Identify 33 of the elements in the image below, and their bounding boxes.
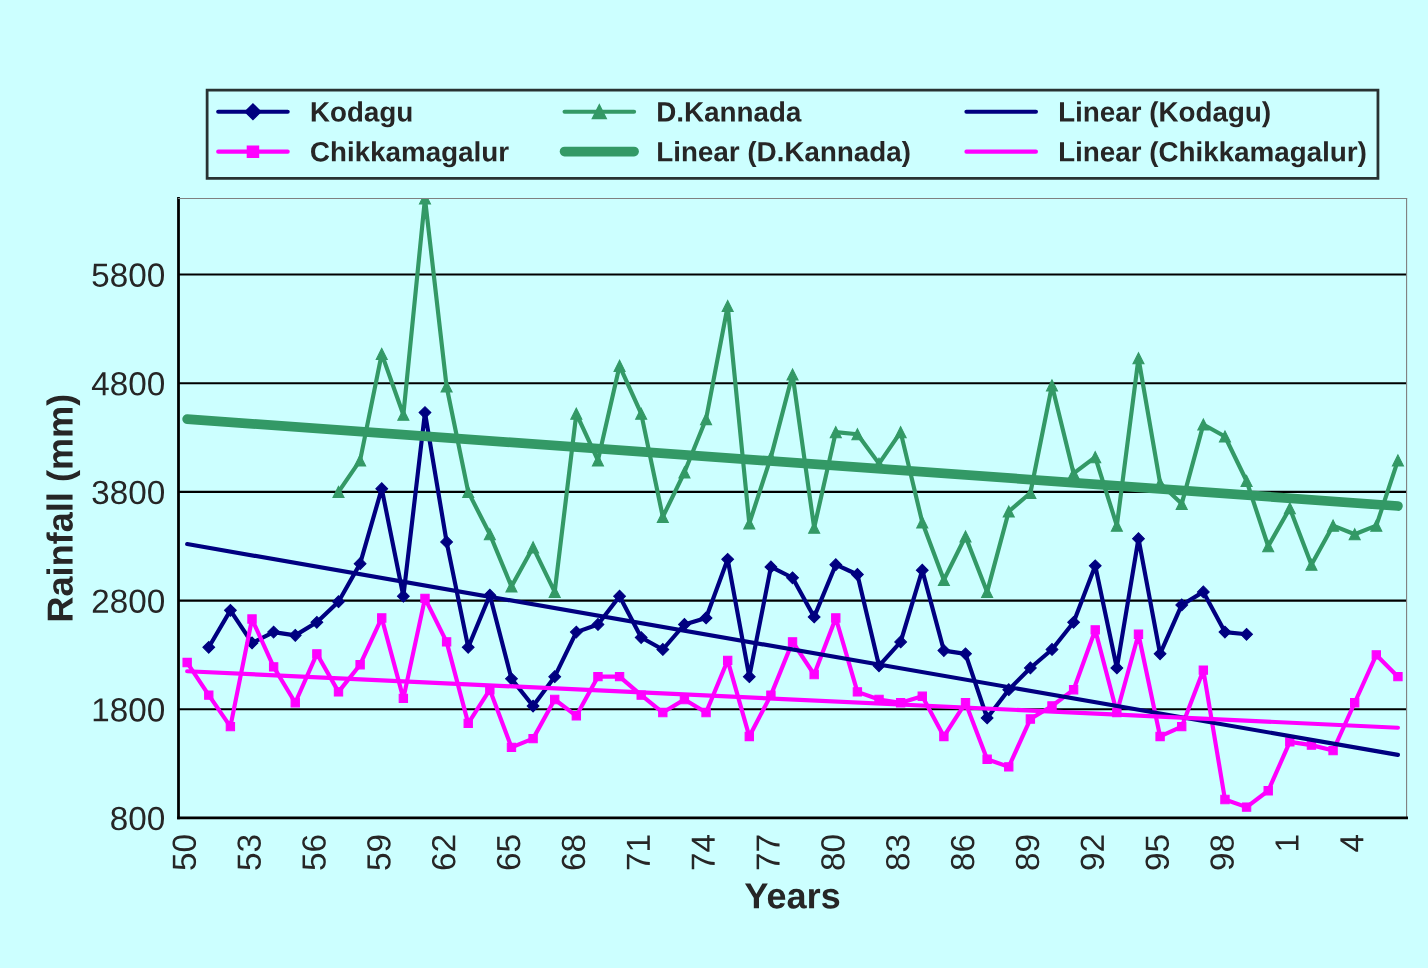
x-tick-label: 86 bbox=[950, 835, 975, 870]
legend-label: Chikkamagalur bbox=[311, 141, 509, 168]
y-tick-label: 1800 bbox=[93, 698, 165, 722]
y-tick-label: 4800 bbox=[91, 372, 165, 396]
legend-label: D.Kannada bbox=[658, 101, 802, 122]
y-tick-label: 3800 bbox=[92, 480, 165, 505]
x-tick-label: 1 bbox=[1275, 835, 1299, 850]
x-tick-label: 98 bbox=[1210, 835, 1234, 870]
legend-label: Kodagu bbox=[311, 101, 412, 128]
x-tick-label: 80 bbox=[821, 835, 845, 870]
x-tick-label: 89 bbox=[1015, 835, 1040, 870]
y-tick-label: 2800 bbox=[92, 589, 165, 613]
legend-label: Linear (Chikkamagalur) bbox=[1059, 141, 1366, 168]
y-tick-label: 5800 bbox=[92, 263, 165, 287]
legend-label: Linear (Kodagu) bbox=[1059, 101, 1270, 128]
y-axis-title: Rainfall (mm) bbox=[46, 395, 81, 621]
x-tick-label: 71 bbox=[626, 835, 650, 870]
x-tick-label: 56 bbox=[302, 835, 326, 870]
x-tick-label: 65 bbox=[496, 835, 521, 870]
x-tick-label: 83 bbox=[885, 835, 910, 870]
x-tick-label: 92 bbox=[1080, 835, 1105, 870]
x-tick-label: 4 bbox=[1340, 834, 1364, 852]
x-tick-label: 50 bbox=[172, 835, 197, 870]
x-tick-label: 74 bbox=[691, 834, 715, 870]
x-axis-title: Years bbox=[744, 883, 840, 909]
x-tick-label: 95 bbox=[1145, 835, 1170, 870]
x-tick-label: 77 bbox=[756, 835, 780, 870]
legend-label: Linear (D.Kannada) bbox=[658, 141, 910, 167]
x-tick-label: 53 bbox=[237, 835, 261, 870]
y-tick-label: 800 bbox=[111, 806, 165, 831]
x-tick-label: 59 bbox=[367, 835, 391, 870]
x-tick-label: 68 bbox=[561, 835, 586, 870]
x-tick-label: 62 bbox=[431, 835, 456, 870]
